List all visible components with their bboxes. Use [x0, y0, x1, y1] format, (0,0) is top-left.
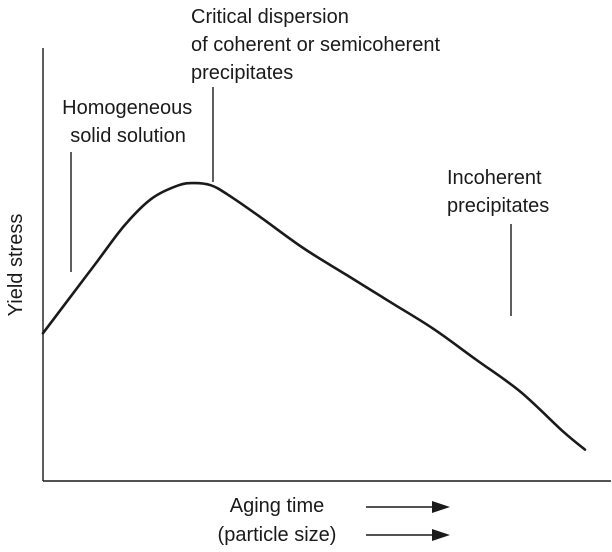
annotation-incoherent: Incoherent precipitates	[447, 167, 549, 217]
x-axis-label-line1: Aging time	[230, 495, 325, 517]
y-axis-label: Yield stress	[5, 214, 27, 317]
annotation-critical-dispersion: Critical dispersion of coherent or semic…	[191, 6, 446, 84]
yield-stress-curve	[41, 181, 587, 451]
x-axis-label-line2: (particle size)	[218, 524, 337, 546]
direction-arrow-top	[366, 501, 450, 513]
annotation-homogeneous: Homogeneous solid solution	[62, 97, 198, 147]
direction-arrow-bottom	[366, 529, 450, 541]
